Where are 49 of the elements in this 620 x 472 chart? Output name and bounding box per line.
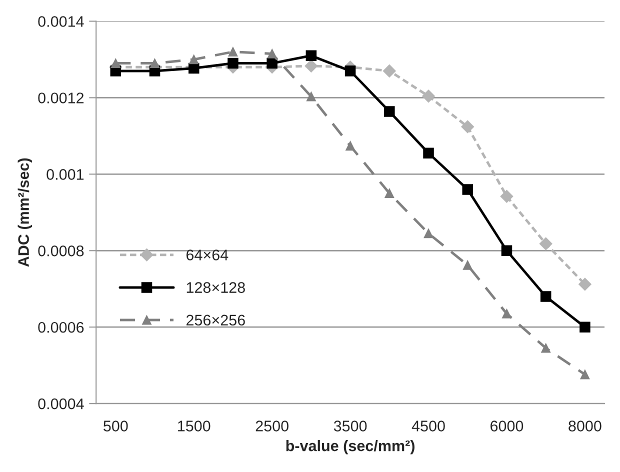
point (228, 58, 238, 69)
point (580, 370, 590, 380)
point (500, 190, 514, 203)
point (423, 148, 434, 159)
y-tick-label: 0.0012 (38, 92, 84, 104)
y-axis-title: ADC (mm²/sec) (18, 158, 32, 267)
point (541, 343, 551, 353)
point (304, 60, 318, 72)
point (306, 50, 317, 62)
point (110, 58, 120, 68)
point (346, 141, 355, 151)
point (461, 120, 474, 134)
point (539, 237, 552, 250)
x-tick-label: 6000 (490, 420, 524, 432)
point (228, 47, 238, 57)
point (267, 49, 277, 58)
point (382, 64, 396, 78)
point (580, 322, 590, 332)
point (578, 278, 592, 291)
x-tick-label: 1500 (178, 420, 210, 432)
point (462, 260, 472, 270)
x-tick-label: 3500 (334, 420, 367, 432)
point (188, 62, 200, 74)
point (266, 58, 278, 69)
point (501, 245, 512, 256)
x-tick-label: 2500 (256, 420, 288, 432)
y-tick-label: 0.0004 (38, 398, 84, 410)
y-tick-label: 0.0008 (38, 246, 84, 256)
x-axis-title: b-value (sec/mm²) (286, 440, 414, 454)
y-tick-label: 0.0014 (38, 16, 84, 27)
legend-label: 256×256 (186, 314, 245, 326)
legend-label: 64×64 (186, 250, 228, 260)
x-tick-label: 500 (104, 420, 128, 432)
point (422, 90, 435, 103)
point (424, 228, 434, 238)
legend-label: 128×128 (186, 282, 245, 293)
point (384, 188, 394, 198)
point (502, 309, 512, 318)
point (384, 106, 395, 117)
point (462, 184, 474, 195)
point (189, 54, 199, 64)
point (150, 58, 160, 68)
x-tick-label: 4500 (412, 420, 445, 432)
x-tick-label: 8000 (568, 420, 602, 432)
point (344, 66, 356, 76)
point (306, 92, 316, 102)
y-tick-label: 0.0006 (38, 322, 84, 333)
point (540, 291, 552, 302)
y-tick-label: 0.001 (46, 169, 84, 180)
